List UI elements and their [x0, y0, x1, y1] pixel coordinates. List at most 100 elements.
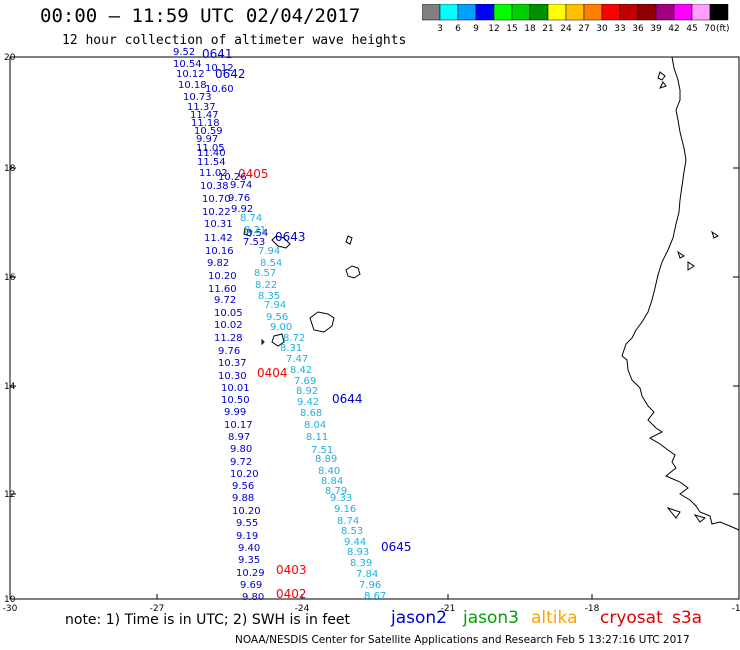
satellite-jason2: jason2 — [391, 608, 447, 628]
wave-height-value: 9.97 — [196, 134, 218, 145]
wave-height-value: 7.51 — [311, 445, 333, 456]
wave-height-value: 10.30 — [218, 371, 247, 382]
pass-time-label: 0643 — [275, 230, 306, 244]
wave-height-value: 8.79 — [325, 486, 347, 497]
wave-height-value: 10.60 — [205, 84, 234, 95]
wave-height-value: 10.70 — [202, 194, 231, 205]
wave-height-value: 10.38 — [200, 181, 229, 192]
wave-height-value: 9.56 — [266, 312, 288, 323]
wave-height-value: 10.20 — [230, 469, 259, 480]
wave-height-value: 8.74 — [337, 516, 359, 527]
wave-height-value: 7.94 — [264, 300, 286, 311]
pass-time-label: 0641 — [202, 47, 233, 61]
footer-credit: NOAA/NESDIS Center for Satellite Applica… — [235, 634, 690, 646]
wave-height-value: 11.60 — [208, 284, 237, 295]
wave-height-value: 9.80 — [230, 444, 252, 455]
x-tick-label: -30 — [3, 604, 18, 614]
wave-height-value: 11.05 — [196, 143, 225, 154]
legend-tick-label: 27 — [578, 24, 589, 34]
wave-height-value: 10.50 — [221, 395, 250, 406]
wave-height-value: 10.54 — [173, 59, 202, 70]
wave-height-value: 8.31 — [280, 343, 302, 354]
wave-height-value: 7.96 — [359, 580, 381, 591]
wave-height-value: 10.18 — [178, 80, 207, 91]
legend-swatch — [709, 4, 729, 21]
x-tick-label: -24 — [295, 604, 310, 614]
wave-height-value: 8.67 — [364, 591, 386, 602]
pass-time-label: 0402 — [276, 587, 307, 601]
legend-tick-label: 12 — [488, 24, 499, 34]
wave-height-value: 8.93 — [347, 547, 369, 558]
wave-height-value: 11.40 — [197, 148, 226, 159]
y-tick-label: 18 — [4, 164, 16, 174]
wave-height-value: 8.04 — [304, 420, 326, 431]
legend-tick-label: 45 — [686, 24, 697, 34]
wave-height-value: 9.74 — [230, 180, 252, 191]
wave-height-value: 11.47 — [190, 110, 219, 121]
wave-height-value: 10.12 — [176, 69, 205, 80]
legend-unit: (ft) — [716, 24, 730, 34]
wave-height-value: 8.22 — [255, 280, 277, 291]
pass-time-label: 0644 — [332, 392, 363, 406]
wave-height-value: 8.84 — [321, 476, 343, 487]
x-tick-label: -21 — [441, 604, 456, 614]
wave-height-value: 9.72 — [230, 457, 252, 468]
wave-height-value: 10.37 — [218, 358, 247, 369]
pass-time-label: 0404 — [257, 366, 288, 380]
map-frame — [9, 56, 740, 600]
wave-height-value: 10.01 — [221, 383, 250, 394]
wave-height-value: 8.54 — [246, 228, 268, 239]
wave-height-value: 10.31 — [204, 219, 233, 230]
wave-height-value: 8.97 — [228, 432, 250, 443]
satellite-s3a: s3a — [672, 608, 703, 628]
wave-height-value: 10.12 — [205, 63, 234, 74]
wave-height-value: 8.54 — [260, 258, 282, 269]
pass-time-label: 0645 — [381, 540, 412, 554]
satellite-cryosat: cryosat — [600, 608, 663, 628]
page-subtitle: 12 hour collection of altimeter wave hei… — [62, 33, 407, 48]
wave-height-value: 8.39 — [350, 558, 372, 569]
wave-height-value: 8.21 — [244, 225, 266, 236]
wave-height-value: 9.55 — [236, 518, 258, 529]
wave-height-value: 7.69 — [294, 376, 316, 387]
pass-time-label: 0405 — [238, 167, 269, 181]
wave-height-value: 9.99 — [224, 407, 246, 418]
wave-height-value: 8.74 — [240, 213, 262, 224]
wave-height-value: 9.16 — [334, 504, 356, 515]
x-tick-label: -15 — [732, 604, 740, 614]
legend-tick-label: 3 — [437, 24, 443, 34]
legend-tick-label: 30 — [596, 24, 608, 34]
wave-height-value: 9.35 — [238, 555, 260, 566]
wave-height-value: 11.54 — [197, 157, 226, 168]
axis-ticks: -30 -27 -24 -21 -18 -15 20 18 16 14 12 10 — [3, 53, 740, 614]
legend-tick-label: 6 — [455, 24, 461, 34]
y-tick-label: 10 — [4, 595, 16, 605]
wave-height-value: 8.72 — [283, 333, 305, 344]
wave-height-value: 10.20 — [208, 271, 237, 282]
wave-height-value: 10.20 — [232, 506, 261, 517]
wave-height-value: 10.73 — [183, 92, 212, 103]
wave-height-value: 7.47 — [286, 354, 308, 365]
wave-height-value: 9.76 — [218, 346, 240, 357]
wave-height-value: 7.53 — [243, 237, 265, 248]
footer-note: note: 1) Time is in UTC; 2) SWH is in fe… — [65, 612, 351, 628]
wave-height-value: 8.53 — [341, 526, 363, 537]
wave-height-value: 10.02 — [214, 320, 243, 331]
wave-height-value: 9.56 — [232, 481, 254, 492]
wave-height-value: 10.05 — [214, 308, 243, 319]
wave-height-value: 8.92 — [296, 386, 318, 397]
wave-height-value: 10.29 — [236, 568, 265, 579]
wave-height-value: 7.94 — [258, 246, 280, 257]
wave-height-value: 7.84 — [356, 569, 378, 580]
wave-height-value: 8.89 — [315, 454, 337, 465]
wave-height-value: 11.02 — [199, 168, 228, 179]
legend-tick-label: 70 — [704, 24, 716, 34]
wave-height-value: 8.40 — [318, 466, 340, 477]
wave-height-value: 9.69 — [240, 580, 262, 591]
wave-height-value: 8.11 — [306, 432, 328, 443]
wave-height-value: 11.18 — [191, 118, 220, 129]
x-tick-label: -18 — [585, 604, 600, 614]
wave-height-value: 9.44 — [344, 537, 366, 548]
satellite-jason3: jason3 — [463, 608, 519, 628]
